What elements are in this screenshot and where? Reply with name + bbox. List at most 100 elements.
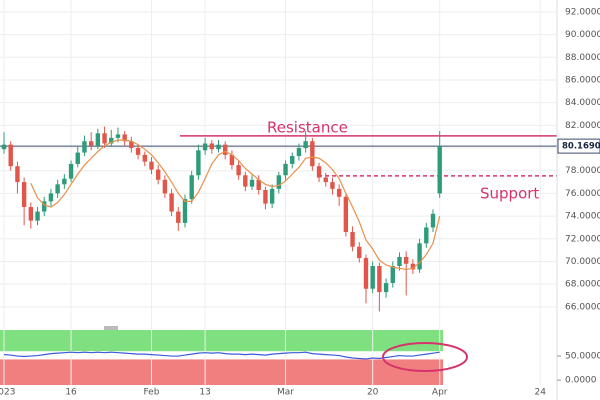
candle-body (95, 133, 101, 146)
annotation-label: Resistance (267, 118, 348, 136)
y-tick-label: 90.0000 (565, 30, 600, 40)
x-tick-label: 13 (199, 388, 210, 398)
x-tick-label: Feb (144, 388, 160, 398)
x-tick-label: 24 (535, 388, 547, 398)
candle-body (236, 165, 241, 176)
candle-body (377, 266, 382, 293)
y-tick-label: 0.0000 (565, 376, 597, 386)
candle-body (42, 201, 47, 212)
candle-body (229, 154, 235, 166)
y-tick-label: 74.0000 (565, 212, 600, 222)
candle-body (370, 266, 375, 289)
x-tick-label: 2023 (0, 388, 15, 398)
indicator-zone (0, 330, 444, 352)
candle-body (310, 141, 315, 167)
candle-body (403, 256, 409, 264)
y-tick-label: 84.0000 (565, 98, 600, 108)
y-tick-label: 88.0000 (565, 53, 600, 63)
candle-body (357, 246, 362, 259)
candle-body (1, 144, 7, 150)
price-label-box (557, 138, 600, 154)
candle-body (48, 193, 54, 202)
candle-body (88, 141, 94, 146)
candle-body (68, 163, 74, 179)
candle-body (28, 207, 34, 221)
y-tick-label: 82.0000 (565, 121, 600, 131)
y-tick-label: 50.0000 (565, 352, 600, 362)
candle-body (296, 148, 302, 156)
candle-body (303, 141, 308, 149)
y-tick-label: 70.0000 (565, 257, 600, 267)
candle-body (149, 161, 154, 170)
candle-body (437, 146, 442, 194)
moving-average (30, 139, 441, 271)
annotation-label: Support (480, 184, 539, 202)
candle-body (256, 179, 261, 191)
candle-body (209, 143, 215, 150)
candle-body (223, 144, 228, 155)
candle-body (142, 154, 147, 162)
candle-body (169, 193, 174, 212)
candle-body (397, 256, 402, 267)
candle-body (8, 144, 13, 167)
x-tick-label: Mar (277, 388, 294, 398)
candle-body (196, 150, 201, 176)
candle-body (263, 190, 268, 204)
candle-body (316, 166, 322, 178)
candle-body (390, 266, 395, 284)
y-tick-label: 72.0000 (565, 234, 600, 244)
candle-body (122, 134, 127, 142)
candle-body (155, 169, 161, 180)
y-tick-label: 66.0000 (565, 302, 600, 312)
candle-body (417, 243, 422, 270)
y-tick-label: 86.0000 (565, 75, 600, 85)
y-tick-label: 76.0000 (565, 189, 600, 199)
candle-body (249, 179, 255, 187)
candle-body (363, 258, 369, 289)
candle-body (330, 182, 335, 189)
scroll-handle (104, 326, 118, 331)
candle-body (290, 155, 295, 164)
candle-body (216, 144, 221, 150)
candle-body (243, 175, 248, 187)
candle-body (62, 178, 67, 185)
price-label: 80.1690 (562, 142, 600, 152)
candle-body (323, 177, 328, 183)
candle-body (35, 211, 40, 221)
candle-body (129, 141, 134, 149)
x-tick-label: 16 (65, 388, 77, 398)
candle-body (383, 283, 389, 293)
candle-body (102, 133, 107, 144)
candle-body (343, 196, 349, 232)
candle-body (176, 211, 181, 223)
candle-body (162, 179, 168, 194)
candle-body (276, 175, 282, 189)
candle-body (109, 137, 114, 144)
candle-body (82, 141, 87, 153)
candle-body (189, 175, 194, 200)
candle-body (430, 213, 436, 228)
x-tick-label: 20 (367, 388, 379, 398)
y-tick-label: 78.0000 (565, 166, 600, 176)
candle-body (135, 148, 141, 155)
candle-body (15, 166, 20, 183)
y-tick-label: 92.0000 (565, 7, 600, 17)
x-tick-label: Apr (432, 388, 448, 398)
candle-body (283, 163, 288, 176)
indicator-zone (0, 359, 444, 385)
candle-body (115, 134, 121, 138)
candle-body (269, 188, 275, 204)
indicator-line (3, 351, 440, 360)
candle-body (75, 152, 80, 164)
candle-body (21, 182, 27, 208)
y-tick-label: 68.0000 (565, 280, 600, 290)
candle-body (336, 188, 342, 197)
candle-body (182, 199, 188, 223)
candle-body (424, 227, 429, 244)
candle-body (350, 231, 355, 247)
candle-body (55, 184, 60, 194)
candle-body (202, 143, 208, 151)
highlight-ellipse (382, 342, 468, 372)
candle-body (410, 263, 416, 270)
